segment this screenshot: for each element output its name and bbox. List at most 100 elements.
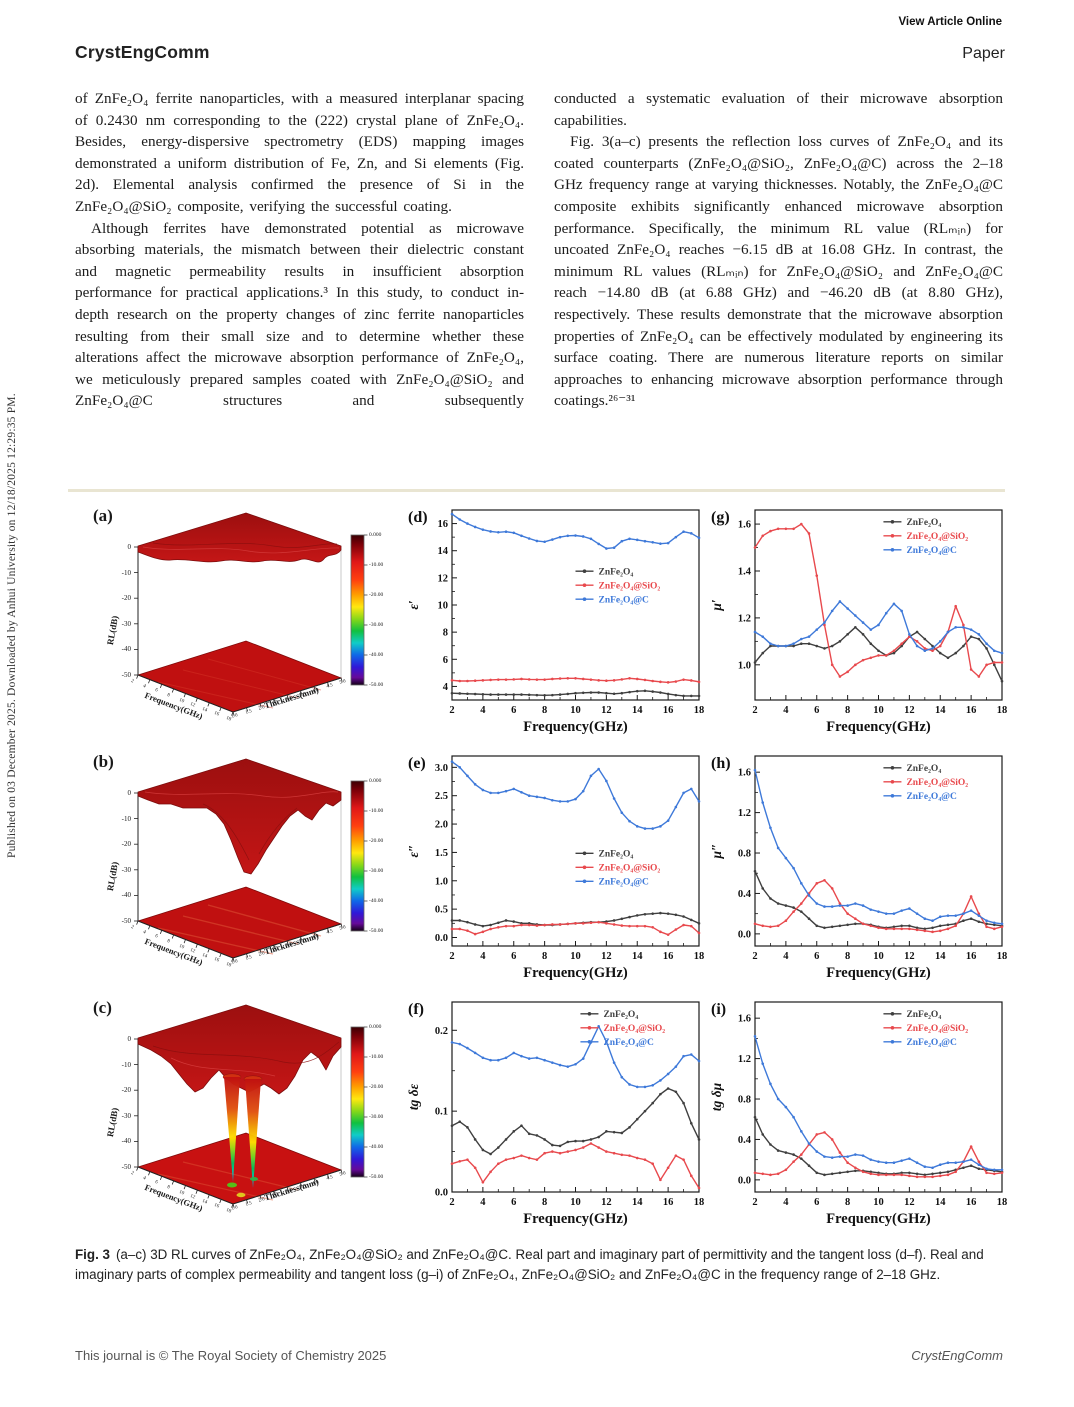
z-tick-label: -30 bbox=[121, 1111, 131, 1120]
svg-text:12: 12 bbox=[601, 1197, 612, 1208]
z-tick-label: -20 bbox=[121, 840, 131, 849]
panel-letter: (a) bbox=[93, 506, 113, 525]
svg-text:14: 14 bbox=[935, 951, 946, 962]
z-tick-label: -50 bbox=[121, 917, 131, 925]
svg-text:16: 16 bbox=[966, 951, 977, 962]
colorbar-tick-label: -50.00 bbox=[369, 927, 384, 934]
svg-text:10: 10 bbox=[873, 1197, 884, 1208]
figure-3: (a) RL(dB) 0 -10 -20 -30 -40 -50 Frequency(GHz) T… bbox=[83, 500, 1011, 1238]
svg-text:18: 18 bbox=[997, 705, 1008, 716]
svg-text:10: 10 bbox=[873, 705, 884, 716]
panel-c-3d-rl-chart: (c) RL(dB) 0 -10 -20 -30 -40 -50 Frequency(GHz) T… bbox=[83, 992, 405, 1238]
svg-text:Frequency(GHz): Frequency(GHz) bbox=[826, 719, 931, 735]
svg-text:8: 8 bbox=[443, 628, 448, 639]
z-tick-label: -10 bbox=[121, 568, 131, 577]
panel-letter: (b) bbox=[93, 752, 114, 771]
colorbar-tick-label: -30.00 bbox=[369, 867, 384, 874]
svg-text:Frequency(GHz): Frequency(GHz) bbox=[523, 719, 628, 735]
colorbar-tick-label: -20.00 bbox=[369, 837, 384, 844]
svg-text:1.6: 1.6 bbox=[738, 768, 751, 779]
svg-text:2: 2 bbox=[752, 951, 757, 962]
page-header: CrystEngComm Paper bbox=[75, 42, 1005, 63]
colorbar-tick-label: -40.00 bbox=[369, 897, 384, 904]
z-tick-label: 0 bbox=[127, 1035, 132, 1043]
svg-text:4: 4 bbox=[783, 705, 789, 716]
svg-text:1.4: 1.4 bbox=[738, 566, 752, 577]
svg-text:(f): (f) bbox=[408, 1001, 424, 1018]
chart-i-svg: 2 4 6 8 10 12 14 16 18 0.0 0.4 0.8 1.2 1.6 ZnFe₂O₄ ZnFe… bbox=[709, 1001, 1007, 1227]
svg-text:ZnFe₂O₄@C: ZnFe₂O₄@C bbox=[599, 595, 650, 605]
colorbar-tick-label: 0.000 bbox=[369, 531, 382, 538]
page-footer: This journal is © The Royal Society of C… bbox=[75, 1348, 1003, 1363]
svg-text:4: 4 bbox=[480, 1197, 486, 1208]
svg-text:ZnFe₂O₄: ZnFe₂O₄ bbox=[603, 1010, 638, 1020]
z-tick-label: -30 bbox=[121, 865, 131, 874]
figure-separator-rule bbox=[68, 489, 1005, 492]
svg-text:2: 2 bbox=[752, 705, 757, 716]
z-tick-label: -30 bbox=[121, 619, 131, 628]
view-article-online-link[interactable]: View Article Online bbox=[898, 16, 1002, 28]
svg-text:1.2: 1.2 bbox=[738, 1054, 751, 1065]
z-tick-label: -10 bbox=[121, 814, 131, 823]
svg-text:1.2: 1.2 bbox=[738, 808, 751, 819]
svg-text:ZnFe₂O₄: ZnFe₂O₄ bbox=[906, 518, 941, 528]
svg-text:12: 12 bbox=[904, 951, 915, 962]
svg-text:16: 16 bbox=[438, 519, 449, 530]
chart-e-svg: 2 4 6 8 10 12 14 16 18 0.0 0.5 1.0 1.5 2.0 2.5 3.0 ZnFe₂… bbox=[406, 755, 704, 981]
svg-text:14: 14 bbox=[935, 1197, 946, 1208]
svg-text:tg δμ: tg δμ bbox=[709, 1082, 724, 1111]
panel-h-permeability-imag-chart: 2 4 6 8 10 12 14 16 18 0.0 0.4 0.8 1.2 1.6 ZnFe₂O₄ ZnFe… bbox=[708, 746, 1011, 992]
thickness-tick-label: 4.0 bbox=[312, 687, 320, 695]
text-column-left: of ZnFe₂O₄ ferrite nanoparticles, with a… bbox=[75, 88, 524, 412]
svg-text:2: 2 bbox=[752, 1197, 757, 1208]
svg-text:6: 6 bbox=[511, 705, 516, 716]
svg-text:14: 14 bbox=[438, 546, 449, 557]
svg-text:1.2: 1.2 bbox=[738, 613, 751, 624]
svg-text:6: 6 bbox=[814, 705, 819, 716]
svg-text:8: 8 bbox=[542, 705, 547, 716]
figure-caption: Fig. 3 (a–c) 3D RL curves of ZnFe₂O₄, ZnF… bbox=[75, 1245, 1003, 1285]
svg-text:ZnFe₂O₄@SiO₂: ZnFe₂O₄@SiO₂ bbox=[906, 532, 968, 542]
z-tick-label: -40 bbox=[121, 645, 131, 654]
colorbar-tick-label: 0.000 bbox=[369, 1023, 382, 1030]
rl-surface bbox=[137, 512, 342, 563]
svg-text:14: 14 bbox=[632, 1197, 643, 1208]
colorbar-tick-label: -40.00 bbox=[369, 1143, 384, 1150]
svg-text:0.0: 0.0 bbox=[435, 933, 448, 944]
rl-funnel-2 bbox=[245, 1079, 261, 1188]
chart-d-svg: 2 4 6 8 10 12 14 16 18 4 6 8 10 12 14 16 ZnFe₂O₄ ZnFe₂O₄@… bbox=[406, 509, 704, 735]
svg-text:8: 8 bbox=[845, 951, 850, 962]
svg-text:8: 8 bbox=[542, 951, 547, 962]
svg-text:4: 4 bbox=[783, 951, 789, 962]
svg-text:4: 4 bbox=[783, 1197, 789, 1208]
svg-text:10: 10 bbox=[570, 951, 581, 962]
svg-text:16: 16 bbox=[663, 951, 674, 962]
svg-text:Frequency(GHz): Frequency(GHz) bbox=[826, 965, 931, 981]
svg-text:μ″: μ″ bbox=[709, 844, 724, 860]
colorbar-tick-label: 0.000 bbox=[369, 777, 382, 784]
svg-text:0.8: 0.8 bbox=[738, 849, 751, 860]
z-tick-label: -10 bbox=[121, 1060, 131, 1069]
svg-text:14: 14 bbox=[632, 705, 643, 716]
svg-text:Frequency(GHz): Frequency(GHz) bbox=[523, 965, 628, 981]
z-tick-label: -20 bbox=[121, 594, 131, 603]
svg-text:(g): (g) bbox=[711, 509, 730, 526]
colorbar-tick-label: -10.00 bbox=[369, 1053, 384, 1060]
colorbar-tick-label: -20.00 bbox=[369, 591, 384, 598]
svg-text:3.0: 3.0 bbox=[435, 763, 448, 774]
colorbar bbox=[350, 534, 365, 686]
svg-text:10: 10 bbox=[570, 705, 581, 716]
svg-text:1.0: 1.0 bbox=[738, 660, 751, 671]
chart-f-svg: 2 4 6 8 10 12 14 16 18 0.0 0.1 0.2 ZnFe₂O₄ ZnFe₂O₄@Si… bbox=[406, 1001, 704, 1227]
svg-text:0.4: 0.4 bbox=[738, 889, 752, 900]
rl-funnel-1 bbox=[224, 1077, 240, 1182]
z-tick-label: 0 bbox=[127, 789, 132, 797]
z-tick-label: -50 bbox=[121, 1163, 131, 1171]
colorbar-tick-label: -20.00 bbox=[369, 1083, 384, 1090]
panel-d-permittivity-real-chart: 2 4 6 8 10 12 14 16 18 4 6 8 10 12 14 16 ZnFe₂O₄ ZnFe₂O₄@… bbox=[405, 500, 708, 746]
chart-g-svg: 2 4 6 8 10 12 14 16 18 1.0 1.2 1.4 1.6 ZnFe₂O₄ ZnFe₂O₄… bbox=[709, 509, 1008, 735]
svg-text:4: 4 bbox=[480, 705, 486, 716]
svg-text:0.1: 0.1 bbox=[435, 1107, 448, 1118]
panel-b-3d-rl-chart: (b) RL(dB) 0 -10 -20 -30 -40 -50 Frequency(GHz) T… bbox=[83, 746, 405, 992]
